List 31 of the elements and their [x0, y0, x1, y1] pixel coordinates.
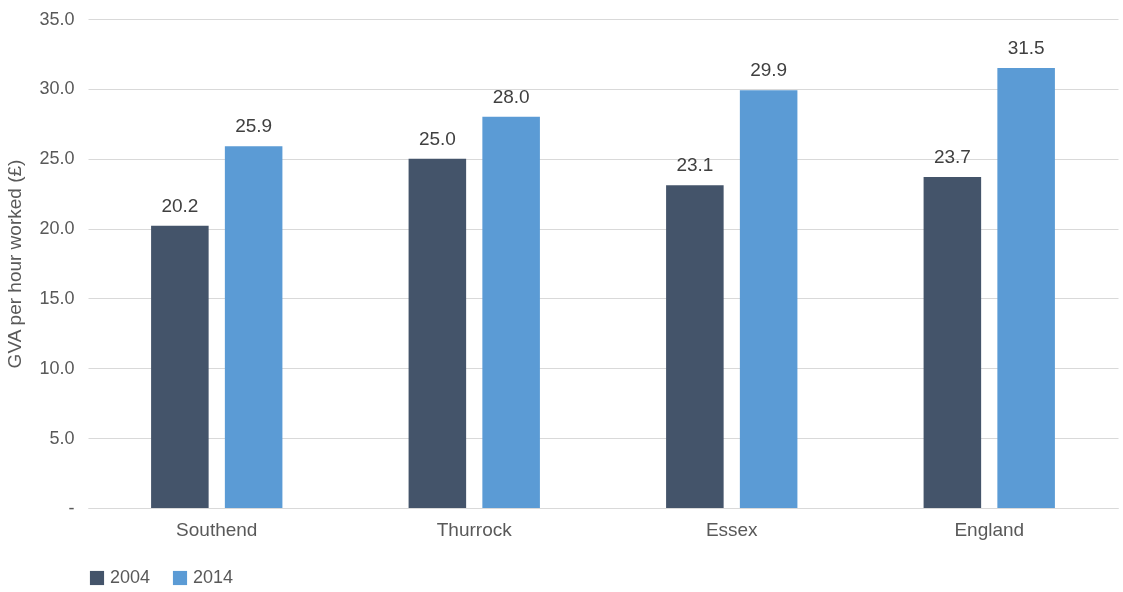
y-tick-label: - — [68, 497, 75, 518]
data-label: 31.5 — [1007, 36, 1045, 58]
y-axis-title: GVA per hour worked (£) — [4, 159, 26, 369]
x-tick-label: England — [954, 518, 1025, 540]
data-label: 29.9 — [750, 59, 788, 81]
data-label: 25.0 — [418, 127, 456, 149]
bar — [739, 90, 798, 508]
bar — [997, 67, 1055, 508]
data-label: 23.1 — [676, 154, 714, 176]
y-tick-label: 5.0 — [49, 427, 75, 448]
legend-label: 2014 — [193, 567, 234, 587]
y-tick-label: 30.0 — [39, 78, 75, 99]
data-label: 28.0 — [492, 85, 530, 107]
legend-label: 2004 — [110, 567, 151, 587]
y-tick-label: 20.0 — [39, 218, 75, 239]
y-tick-label: 35.0 — [39, 8, 75, 29]
y-tick-label: 10.0 — [39, 357, 75, 378]
bar — [923, 176, 982, 508]
data-label: 23.7 — [933, 145, 971, 167]
x-tick-label: Essex — [705, 518, 759, 540]
x-tick-label: Thurrock — [436, 518, 513, 540]
bar — [224, 146, 283, 508]
data-label: 25.9 — [235, 115, 273, 137]
bar — [482, 116, 540, 508]
x-tick-label: Southend — [176, 518, 258, 540]
bar — [666, 185, 724, 508]
y-tick-label: 15.0 — [39, 287, 75, 308]
bar — [408, 158, 467, 508]
y-tick-label: 25.0 — [39, 148, 75, 169]
data-label: 20.2 — [161, 194, 199, 216]
bar — [151, 225, 209, 508]
